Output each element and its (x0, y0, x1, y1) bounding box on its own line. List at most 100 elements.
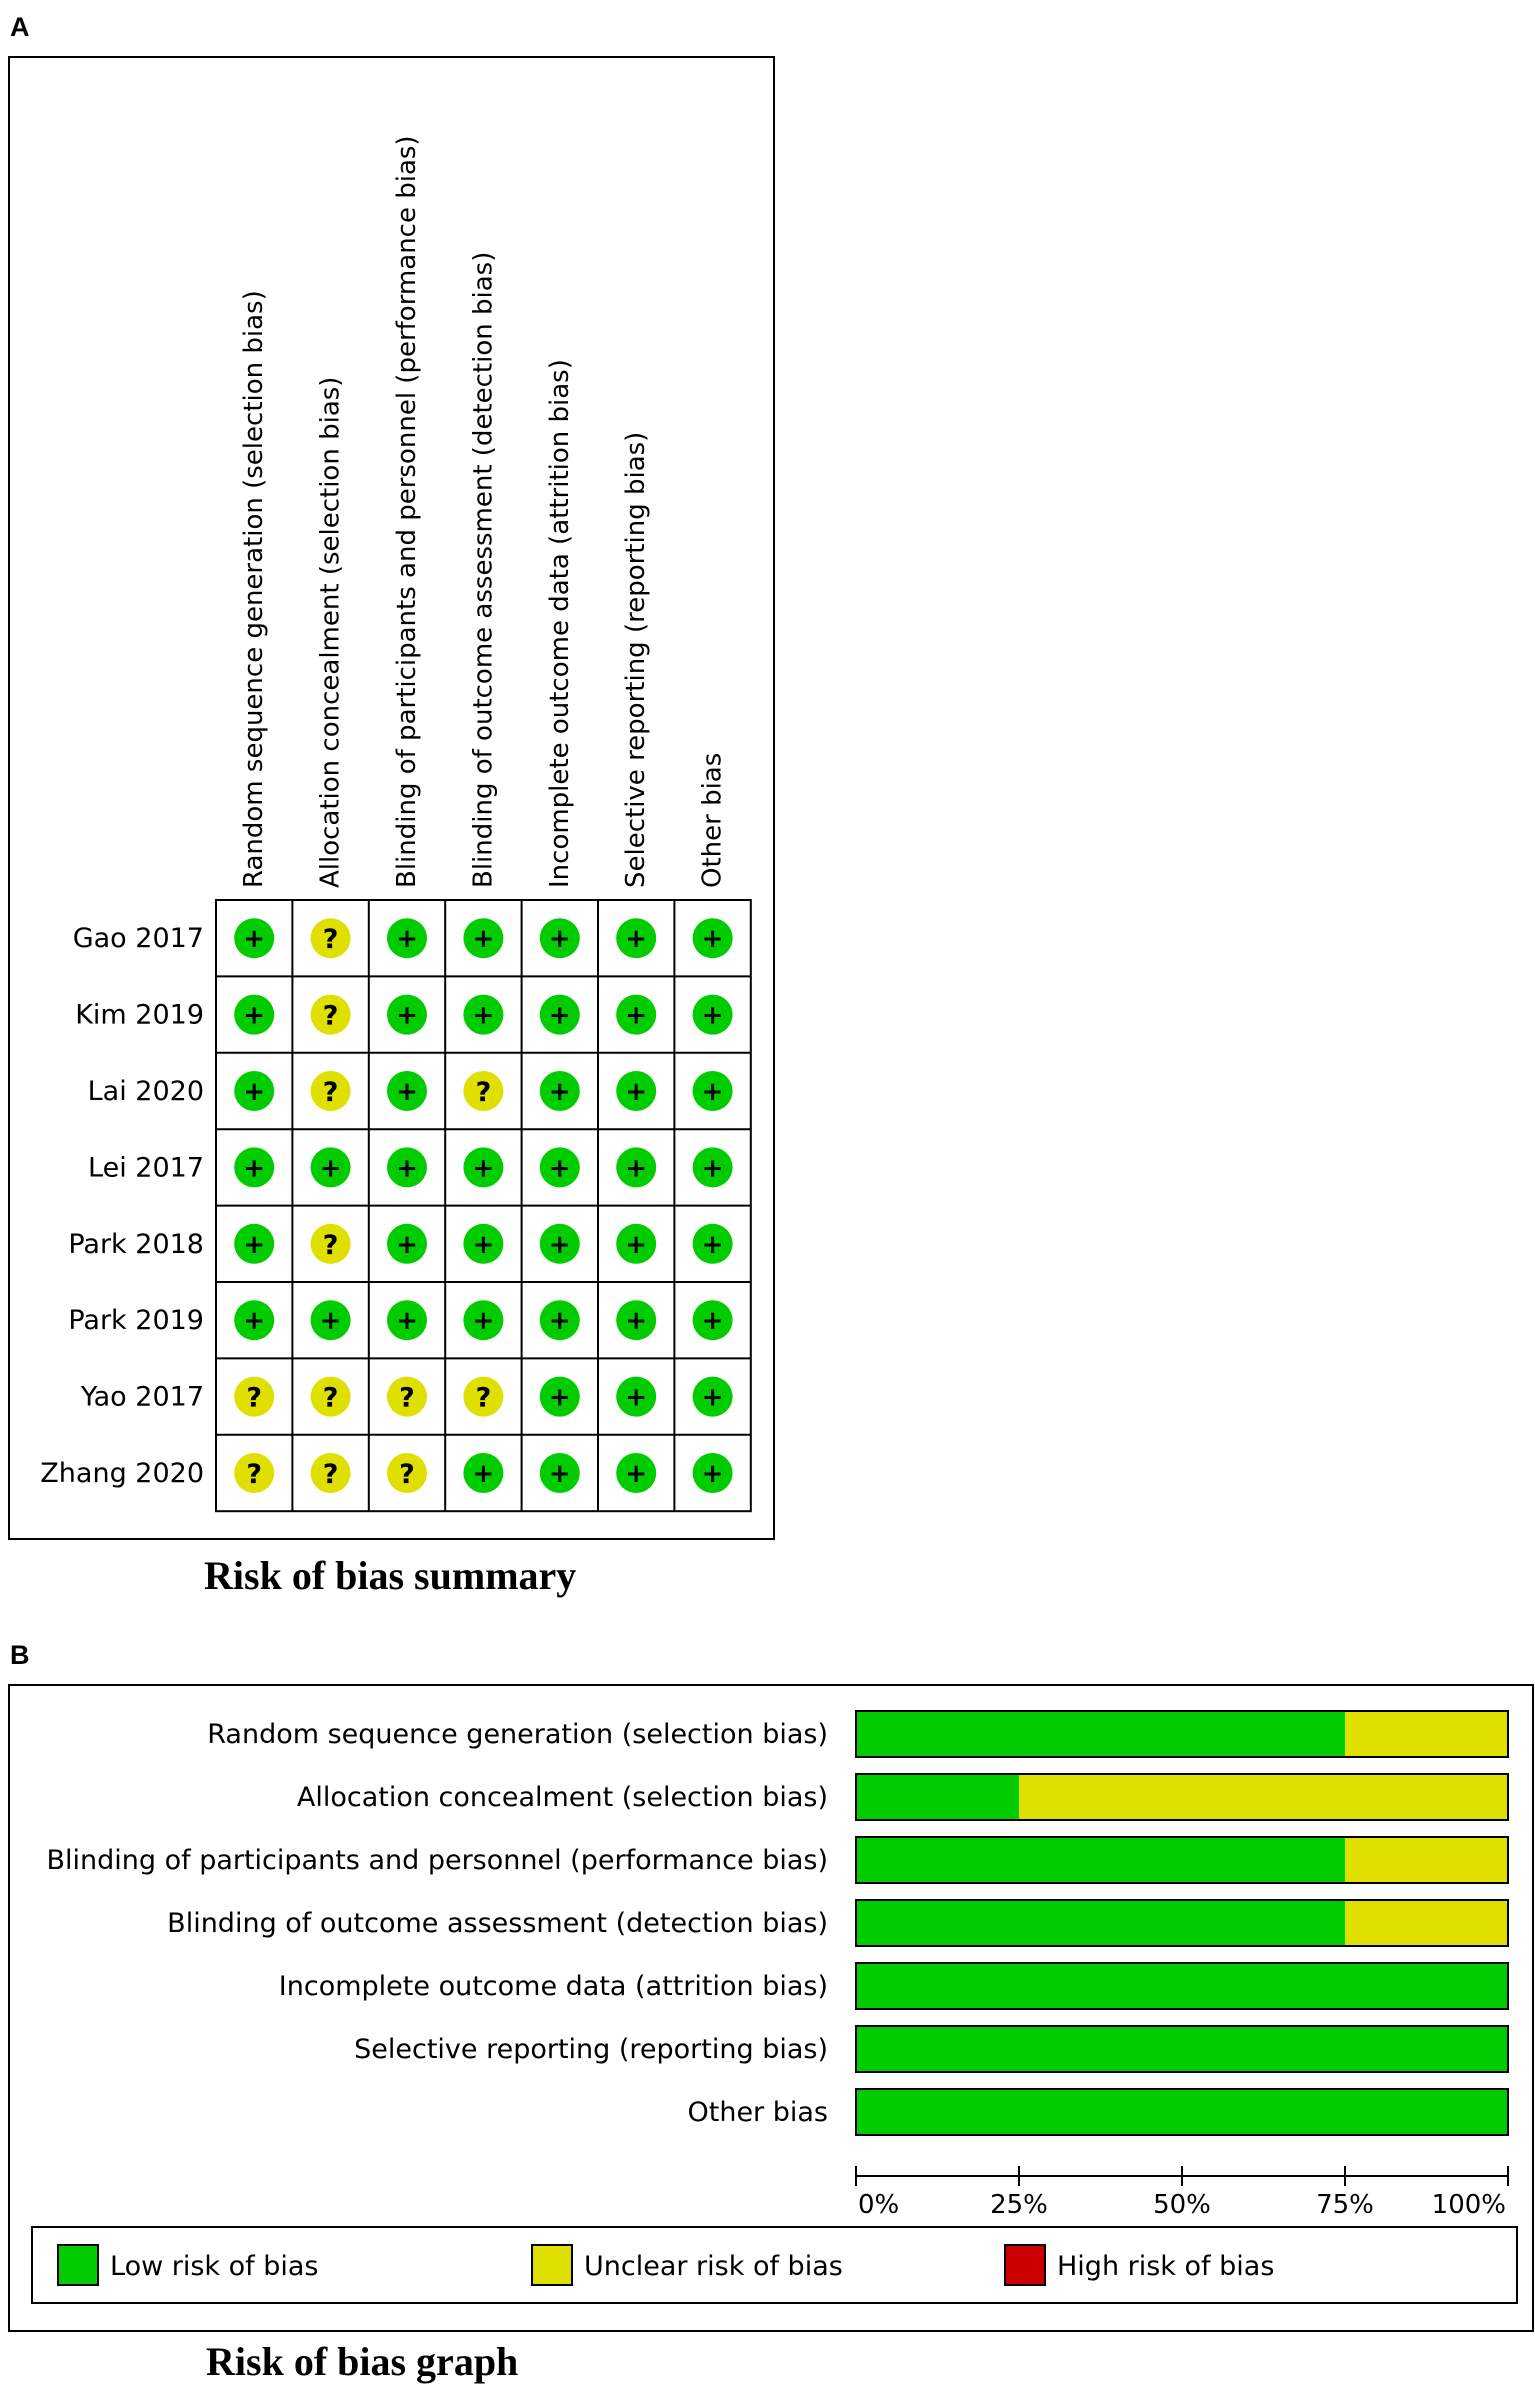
judgement-marker (616, 1147, 657, 1188)
study-label-6: Park 2019 (68, 1305, 204, 1336)
judgement-marker (234, 1376, 275, 1417)
graph-category-label-4: Blinding of outcome assessment (detectio… (167, 1908, 828, 1939)
judgement-marker (234, 1453, 275, 1493)
bar-segment-1 (856, 1900, 1345, 1946)
judgement-symbol: + (702, 1001, 724, 1031)
judgement-symbol: + (243, 1077, 265, 1107)
judgement-marker (463, 1071, 504, 1111)
judgement-marker (234, 1223, 275, 1264)
judgement-symbol: + (625, 1153, 647, 1183)
judgement-symbol: ? (399, 1383, 415, 1414)
judgement-symbol: + (549, 1383, 571, 1413)
judgement-marker (387, 994, 427, 1035)
domain-header-4: Blinding of outcome assessment (detectio… (468, 252, 498, 888)
judgement-marker (310, 918, 351, 959)
graph-category-label-5: Incomplete outcome data (attrition bias) (279, 1971, 828, 2002)
judgement-symbol: + (396, 1077, 418, 1107)
domain-header-3: Blinding of participants and personnel (… (392, 135, 422, 888)
judgement-marker (692, 1071, 733, 1111)
judgement-marker (616, 1071, 657, 1111)
judgement-marker (692, 1223, 733, 1264)
panel-b-letter: B (10, 1640, 30, 1670)
judgement-marker (234, 1300, 275, 1341)
judgement-symbol: ? (476, 1383, 492, 1414)
domain-header-2: Allocation concealment (selection bias) (316, 377, 346, 888)
judgement-symbol: + (396, 1230, 418, 1260)
judgement-marker (616, 994, 657, 1035)
panel-a-letter: A (10, 12, 30, 42)
legend-label-2: Unclear risk of bias (584, 2251, 843, 2282)
judgement-symbol: + (243, 1230, 265, 1260)
legend-box (31, 2226, 1518, 2304)
judgement-marker (463, 1147, 504, 1188)
judgement-symbol: + (702, 1077, 724, 1107)
judgement-symbol: + (549, 1077, 571, 1107)
bar-segment-1 (856, 2089, 1508, 2135)
judgement-symbol: + (320, 1153, 342, 1183)
legend-swatch-2 (531, 2244, 573, 2286)
judgement-marker (692, 994, 733, 1035)
x-tick-label: 0% (858, 2190, 899, 2220)
judgement-symbol: + (243, 1153, 265, 1183)
judgement-marker (234, 1071, 275, 1111)
judgement-symbol: ? (323, 1230, 339, 1261)
risk-of-bias-summary-chart: Random sequence generation (selection bi… (40, 135, 752, 1513)
judgement-symbol: + (702, 1459, 724, 1489)
judgement-symbol: + (473, 1459, 495, 1489)
judgement-marker (539, 1453, 580, 1493)
judgement-marker (539, 1376, 580, 1417)
graph-caption: Risk of bias graph (206, 2339, 519, 2384)
domain-header-6: Selective reporting (reporting bias) (621, 432, 651, 888)
judgement-symbol: + (396, 1153, 418, 1183)
x-tick-label: 25% (990, 2190, 1048, 2220)
judgement-marker (616, 1453, 657, 1493)
bar-outline (855, 1773, 1509, 1821)
judgement-symbol: + (243, 1001, 265, 1031)
judgement-symbol: + (549, 1001, 571, 1031)
judgement-symbol: + (473, 1230, 495, 1260)
judgement-marker (234, 918, 275, 959)
study-label-2: Kim 2019 (75, 1000, 204, 1031)
judgement-marker (539, 1071, 580, 1111)
judgement-symbol: + (243, 924, 265, 954)
judgement-symbol: ? (323, 1383, 339, 1414)
judgement-marker (539, 1300, 580, 1341)
judgement-marker (692, 918, 733, 959)
judgement-symbol: ? (323, 924, 339, 955)
judgement-symbol: ? (246, 1459, 262, 1490)
judgement-marker (310, 1300, 351, 1341)
judgement-marker (692, 1453, 733, 1493)
judgement-symbol: ? (323, 1001, 339, 1032)
study-label-5: Park 2018 (68, 1229, 204, 1260)
x-tick-label: 50% (1153, 2190, 1211, 2220)
judgement-marker (539, 1223, 580, 1264)
judgement-marker (539, 918, 580, 959)
bar-outline (855, 1836, 1509, 1884)
legend-swatch-3 (1004, 2244, 1046, 2286)
judgement-marker (387, 1223, 427, 1264)
judgement-symbol: + (702, 1230, 724, 1260)
judgement-marker (539, 994, 580, 1035)
judgement-marker (387, 918, 427, 959)
judgement-marker (310, 1147, 351, 1188)
judgement-symbol: + (320, 1306, 342, 1336)
judgement-symbol: + (625, 1459, 647, 1489)
judgement-marker (310, 1071, 351, 1111)
judgement-symbol: + (396, 1306, 418, 1336)
judgement-marker (463, 918, 504, 959)
judgement-symbol: + (396, 1001, 418, 1031)
bar-segment-1 (856, 1711, 1345, 1757)
study-label-3: Lai 2020 (88, 1076, 204, 1107)
judgement-marker (692, 1147, 733, 1188)
graph-category-label-6: Selective reporting (reporting bias) (354, 2034, 828, 2065)
judgement-symbol: + (549, 1306, 571, 1336)
judgement-symbol: + (473, 1001, 495, 1031)
study-label-8: Zhang 2020 (40, 1458, 204, 1489)
graph-category-label-1: Random sequence generation (selection bi… (207, 1719, 828, 1750)
bar-segment-1 (856, 1774, 1019, 1820)
bar-outline (855, 1962, 1509, 2010)
legend-label-3: High risk of bias (1057, 2251, 1274, 2282)
bar-outline (855, 2025, 1509, 2073)
judgement-marker (463, 1300, 504, 1341)
judgement-symbol: + (549, 1153, 571, 1183)
